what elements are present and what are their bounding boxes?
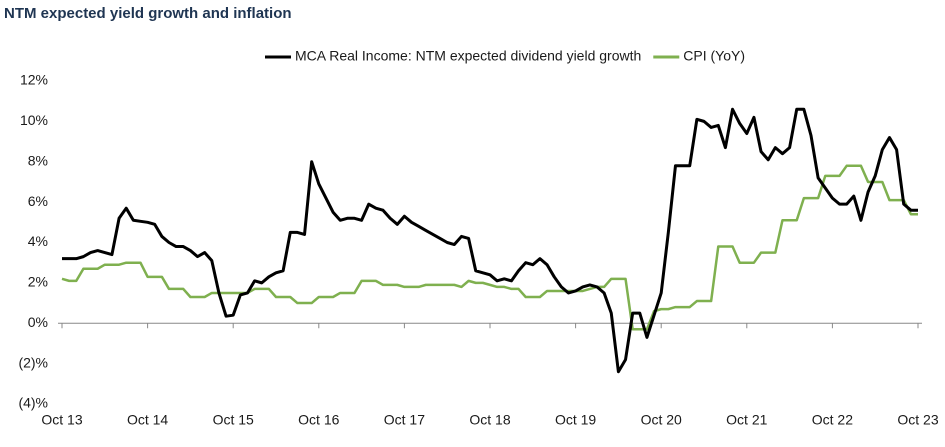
y-tick-label: 10% xyxy=(20,112,48,128)
x-tick-label: Oct 13 xyxy=(41,412,82,428)
x-tick-label: Oct 23 xyxy=(897,412,938,428)
series-line xyxy=(61,164,918,331)
x-tick-label: Oct 18 xyxy=(469,412,510,428)
legend-label: MCA Real Income: NTM expected dividend y… xyxy=(295,48,641,64)
x-tick-label: Oct 15 xyxy=(213,412,254,428)
chart-title: NTM expected yield growth and inflation xyxy=(4,5,292,22)
y-tick-label: (4)% xyxy=(18,395,48,411)
y-tick-label: (2)% xyxy=(18,354,48,370)
y-tick-label: 12% xyxy=(20,72,48,88)
x-tick-label: Oct 17 xyxy=(384,412,425,428)
x-tick-label: Oct 20 xyxy=(641,412,682,428)
y-tick-label: 6% xyxy=(28,193,48,209)
y-tick-label: 4% xyxy=(28,233,48,249)
x-tick-label: Oct 21 xyxy=(726,412,767,428)
x-tick-label: Oct 16 xyxy=(298,412,339,428)
y-tick-label: 8% xyxy=(28,152,48,168)
x-tick-label: Oct 22 xyxy=(812,412,853,428)
legend-label: CPI (YoY) xyxy=(683,48,745,64)
y-tick-label: 2% xyxy=(28,274,48,290)
y-tick-label: 0% xyxy=(28,314,48,330)
x-tick-label: Oct 14 xyxy=(127,412,168,428)
series-line xyxy=(62,107,918,374)
x-tick-label: Oct 19 xyxy=(555,412,596,428)
